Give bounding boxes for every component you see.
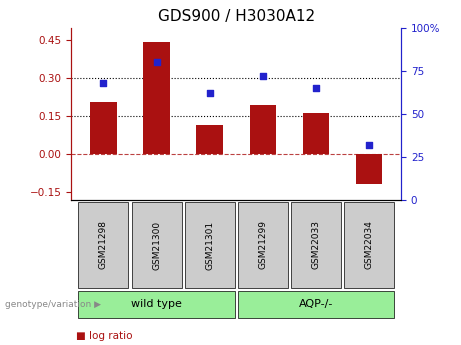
Bar xyxy=(90,102,117,155)
Text: GSM21300: GSM21300 xyxy=(152,220,161,269)
Text: wild type: wild type xyxy=(131,299,182,309)
Point xyxy=(312,85,319,91)
Point xyxy=(206,90,213,96)
Text: GSM21299: GSM21299 xyxy=(258,220,267,269)
Bar xyxy=(78,291,235,318)
Bar xyxy=(303,112,329,155)
Point xyxy=(366,142,373,148)
Bar xyxy=(238,202,288,288)
Text: GSM21298: GSM21298 xyxy=(99,220,108,269)
Text: GSM21301: GSM21301 xyxy=(205,220,214,269)
Title: GDS900 / H3030A12: GDS900 / H3030A12 xyxy=(158,9,315,24)
Bar xyxy=(131,202,182,288)
Bar xyxy=(249,105,276,155)
Bar xyxy=(185,202,235,288)
Point xyxy=(259,73,266,79)
Point xyxy=(100,80,107,86)
Text: AQP-/-: AQP-/- xyxy=(299,299,333,309)
Bar xyxy=(238,291,394,318)
Bar xyxy=(291,202,341,288)
Text: ■ log ratio: ■ log ratio xyxy=(76,332,133,341)
Bar xyxy=(196,125,223,155)
Bar xyxy=(356,155,383,184)
Text: genotype/variation ▶: genotype/variation ▶ xyxy=(5,300,100,309)
Point xyxy=(153,59,160,65)
Bar xyxy=(344,202,394,288)
Text: GSM22034: GSM22034 xyxy=(365,220,374,269)
Bar xyxy=(143,41,170,155)
Text: GSM22033: GSM22033 xyxy=(312,220,320,269)
Bar xyxy=(78,202,128,288)
